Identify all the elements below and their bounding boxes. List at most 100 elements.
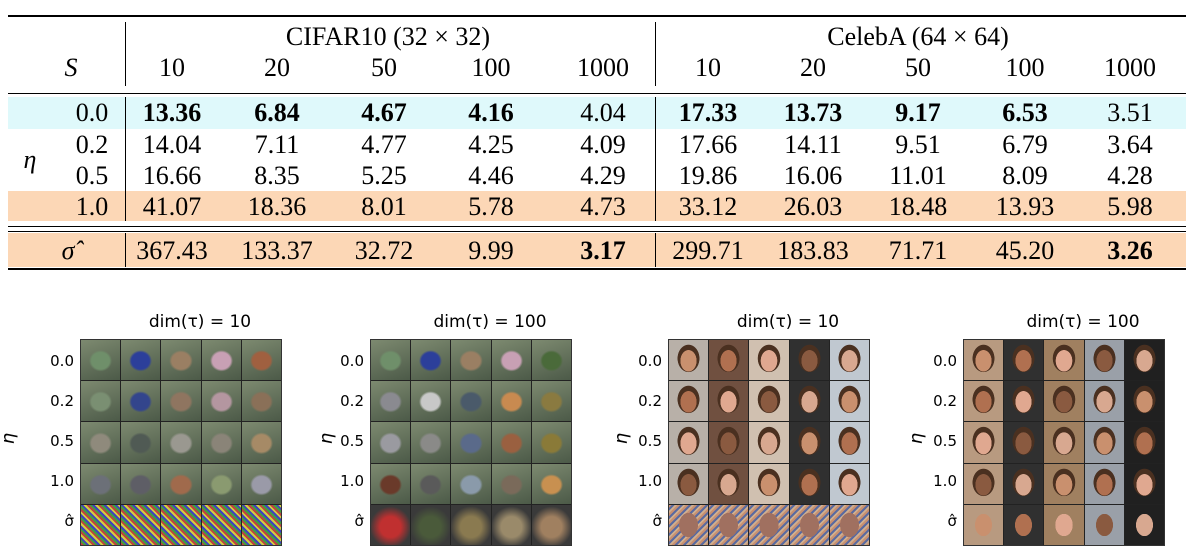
grid-row-label: 0.5 (340, 432, 364, 450)
sample-image (411, 463, 451, 504)
fid-cell: 5.25 (361, 161, 407, 190)
sample-image (829, 504, 869, 545)
sample-image (749, 422, 789, 463)
sample-image (411, 340, 451, 381)
sample-image (531, 422, 571, 463)
sample-image (201, 381, 241, 422)
sample-image (161, 463, 201, 504)
grid-row-label: 1.0 (50, 472, 74, 490)
sample-image (121, 504, 161, 545)
fid-cell: 4.25 (468, 130, 514, 159)
sample-image (789, 381, 829, 422)
sample-image (121, 381, 161, 422)
cifar-steps-header: 10 (159, 53, 185, 82)
sample-image (1004, 340, 1044, 381)
sample-image (451, 422, 491, 463)
sample-image (1044, 422, 1084, 463)
fid-cell: 8.09 (1002, 161, 1048, 190)
fid-cell: 14.11 (784, 130, 842, 159)
sample-image (964, 381, 1004, 422)
sample-image-grid (963, 339, 1165, 546)
fid-cell-sigma: 133.37 (241, 236, 313, 265)
sample-image (161, 381, 201, 422)
grid-row-label: 0.5 (50, 432, 74, 450)
sample-image (789, 463, 829, 504)
panel-title: dim(τ) = 10 (736, 312, 840, 332)
sample-image (1084, 381, 1124, 422)
sample-image (451, 463, 491, 504)
sample-image (371, 422, 411, 463)
sample-image (1044, 340, 1084, 381)
fid-cell: 6.79 (1002, 130, 1048, 159)
fid-cell: 16.66 (142, 161, 202, 190)
sample-image (1124, 340, 1164, 381)
bottom-rule (8, 268, 1186, 270)
sample-image (709, 340, 749, 381)
fid-cell-sigma: 3.17 (580, 236, 626, 265)
sample-image (1004, 381, 1044, 422)
fid-cell: 4.16 (468, 98, 514, 127)
sample-image (371, 463, 411, 504)
sample-image (241, 504, 281, 545)
fid-cell: 4.04 (580, 98, 626, 127)
sample-image (829, 381, 869, 422)
sample-image (81, 504, 121, 545)
cifar-header: CIFAR10 (32 × 32) (285, 22, 491, 51)
fid-cell: 5.98 (1107, 192, 1153, 221)
divider-left-top (125, 22, 126, 86)
fid-cell-sigma: 367.43 (136, 236, 208, 265)
fid-cell: 18.48 (888, 192, 948, 221)
sample-image (829, 340, 869, 381)
grid-row-label: 0.5 (638, 432, 662, 450)
fid-cell: 4.77 (361, 130, 407, 159)
sample-grid-panel: dim(τ) = 10 η 0.0 0.2 0.5 1.0 σ̂ (0, 312, 320, 552)
grid-row-label: σ̂ (354, 512, 364, 530)
divider-left-body (125, 97, 126, 221)
fid-cell-sigma: 45.20 (995, 236, 1055, 265)
fid-cell: 16.06 (783, 161, 843, 190)
sample-image (1084, 422, 1124, 463)
sample-image (964, 422, 1004, 463)
sample-image (161, 422, 201, 463)
sample-image (1044, 381, 1084, 422)
sample-image (81, 463, 121, 504)
sample-image (241, 463, 281, 504)
panel-title: dim(τ) = 100 (1026, 312, 1140, 332)
eta-value: 0.2 (75, 130, 109, 159)
sample-image (201, 463, 241, 504)
row-band-eta-0 (8, 97, 1186, 129)
fid-cell-sigma: 9.99 (468, 236, 514, 265)
sample-image (669, 340, 709, 381)
eta-label: η (23, 145, 37, 174)
grid-row-label: 0.5 (933, 432, 957, 450)
panel-title: dim(τ) = 10 (148, 312, 252, 332)
sample-image (531, 463, 571, 504)
fid-cell: 5.78 (468, 192, 514, 221)
sample-image (491, 381, 531, 422)
sample-image (201, 504, 241, 545)
fid-cell: 7.11 (254, 130, 300, 159)
fid-cell: 4.29 (580, 161, 626, 190)
sample-image (491, 340, 531, 381)
sample-image (451, 381, 491, 422)
sample-image (1004, 422, 1044, 463)
grid-eta-label: η (0, 432, 20, 445)
sample-image (241, 422, 281, 463)
sample-image (964, 340, 1004, 381)
header-rule (8, 93, 1186, 94)
row-band-sigma (8, 233, 1186, 267)
sigma-label: σ̂ (61, 236, 75, 265)
fid-cell: 3.64 (1107, 130, 1153, 159)
fid-cell: 13.36 (142, 98, 202, 127)
sample-image (451, 504, 491, 545)
celeba-steps-header: 10 (695, 53, 721, 82)
divider-mid-body (655, 97, 656, 221)
sample-image (161, 504, 201, 545)
sample-image (789, 340, 829, 381)
sample-image (669, 463, 709, 504)
panel-title: dim(τ) = 100 (433, 312, 547, 332)
fid-cell: 13.73 (783, 98, 843, 127)
sample-image (241, 340, 281, 381)
fid-cell: 26.03 (783, 192, 843, 221)
fid-cell: 11.01 (889, 161, 947, 190)
